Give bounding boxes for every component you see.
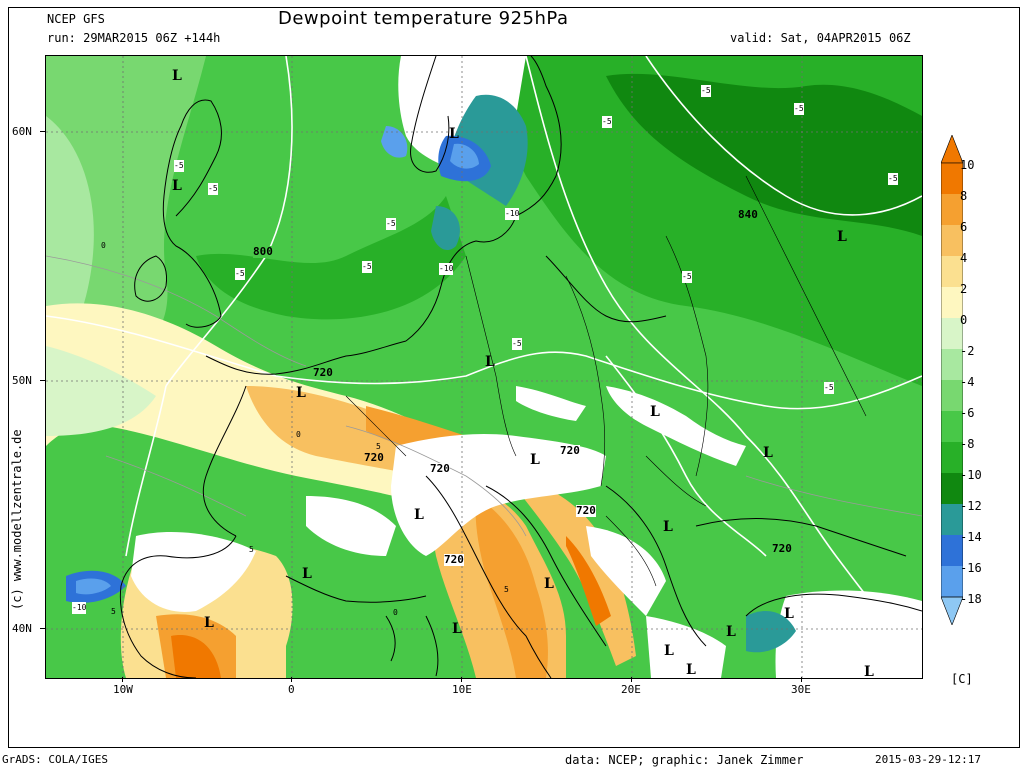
low-marker: L — [414, 507, 424, 523]
dewpoint-map: L L L L L L L L L L L L L L L L L L L L … — [45, 55, 923, 679]
colorbar-label: -16 — [960, 561, 982, 575]
height-label: 720 — [364, 451, 384, 464]
low-marker: L — [204, 615, 214, 631]
colorbar-label: 10 — [960, 158, 975, 172]
low-marker: L — [837, 229, 847, 245]
contour-label: -10 — [439, 263, 454, 275]
low-marker: L — [663, 519, 673, 535]
low-marker: L — [302, 566, 312, 582]
low-marker: L — [726, 624, 736, 640]
lat-label-60n: 60N — [12, 125, 32, 138]
lon-tick — [801, 677, 802, 682]
height-label: 720 — [444, 553, 464, 566]
watermark: (c) www.modellzentrale.de — [10, 429, 24, 610]
height-label: 840 — [738, 208, 758, 221]
contour-label: -5 — [362, 261, 372, 273]
lon-label-0: 0 — [288, 683, 295, 696]
low-marker: L — [172, 68, 182, 84]
colorbar-label: -8 — [960, 437, 975, 451]
model-name: NCEP GFS — [47, 12, 105, 26]
low-marker: L — [296, 385, 306, 401]
lat-label-40n: 40N — [12, 622, 32, 635]
map-title: Dewpoint temperature 925hPa — [278, 8, 569, 29]
footer-credits: data: NCEP; graphic: Janek Zimmer — [565, 753, 804, 767]
height-label: 720 — [430, 462, 450, 475]
contour-label: -5 — [888, 173, 898, 185]
lat-tick — [40, 131, 45, 132]
contour-label: 5 — [111, 607, 116, 616]
colorbar-label: -4 — [960, 375, 975, 389]
valid-time: valid: Sat, 04APR2015 06Z — [730, 31, 911, 45]
low-marker: L — [650, 404, 660, 420]
colorbar-label: 2 — [960, 282, 968, 296]
low-marker: L — [784, 606, 794, 622]
contour-label: -10 — [505, 208, 520, 220]
lon-tick — [461, 677, 462, 682]
lon-tick — [631, 677, 632, 682]
colorbar-label: 8 — [960, 189, 968, 203]
lon-label-20e: 20E — [621, 683, 641, 696]
contour-label: 5 — [376, 442, 381, 451]
low-marker: L — [763, 445, 773, 461]
colorbar-label: -10 — [960, 468, 982, 482]
low-marker: L — [544, 576, 554, 592]
height-label: 720 — [560, 444, 580, 457]
colorbar-label: -14 — [960, 530, 982, 544]
colorbar — [941, 135, 963, 625]
low-marker: L — [664, 643, 674, 659]
contour-label: -5 — [174, 160, 184, 172]
low-marker: L — [485, 354, 495, 370]
lon-tick — [122, 677, 123, 682]
run-info: run: 29MAR2015 06Z +144h — [47, 31, 221, 45]
contour-label: -5 — [235, 268, 245, 280]
lat-tick — [40, 628, 45, 629]
contour-label: -5 — [701, 85, 711, 97]
low-marker: L — [864, 664, 874, 679]
figure-frame — [8, 7, 1020, 748]
colorbar-label: 0 — [960, 313, 968, 327]
contour-label: -5 — [794, 103, 804, 115]
colorbar-unit: [C] — [951, 672, 973, 686]
height-label: 720 — [313, 366, 333, 379]
height-label: 720 — [576, 504, 596, 517]
footer-date: 2015-03-29-12:17 — [875, 753, 981, 766]
contour-label: -5 — [602, 116, 612, 128]
colorbar-label: -12 — [960, 499, 982, 513]
contour-label: 5 — [504, 585, 509, 594]
contour-label: -10 — [72, 602, 87, 614]
lon-label-10w: 10W — [113, 683, 133, 696]
low-marker: L — [172, 178, 182, 194]
contour-label: -5 — [512, 338, 522, 350]
contour-label: -5 — [208, 183, 218, 195]
colorbar-label: 4 — [960, 251, 968, 265]
footer-grads: GrADS: COLA/IGES — [2, 753, 108, 766]
lon-tick — [291, 677, 292, 682]
low-marker: L — [449, 126, 459, 142]
contour-label: -5 — [386, 218, 396, 230]
contour-label: 0 — [393, 608, 398, 617]
lat-label-50n: 50N — [12, 374, 32, 387]
height-label: 800 — [253, 245, 273, 258]
lon-label-10e: 10E — [452, 683, 472, 696]
height-label: 720 — [772, 542, 792, 555]
colorbar-label: -2 — [960, 344, 975, 358]
lat-tick — [40, 380, 45, 381]
contour-label: -5 — [824, 382, 834, 394]
map-canvas — [46, 56, 922, 678]
contour-label: 0 — [101, 241, 106, 250]
colorbar-label: 6 — [960, 220, 968, 234]
low-marker: L — [686, 662, 696, 678]
colorbar-label: -18 — [960, 592, 982, 606]
low-marker: L — [452, 621, 462, 637]
contour-label: 0 — [296, 430, 301, 439]
contour-label: -5 — [682, 271, 692, 283]
contour-label: 5 — [249, 545, 254, 554]
lon-label-30e: 30E — [791, 683, 811, 696]
colorbar-label: -6 — [960, 406, 975, 420]
low-marker: L — [530, 452, 540, 468]
